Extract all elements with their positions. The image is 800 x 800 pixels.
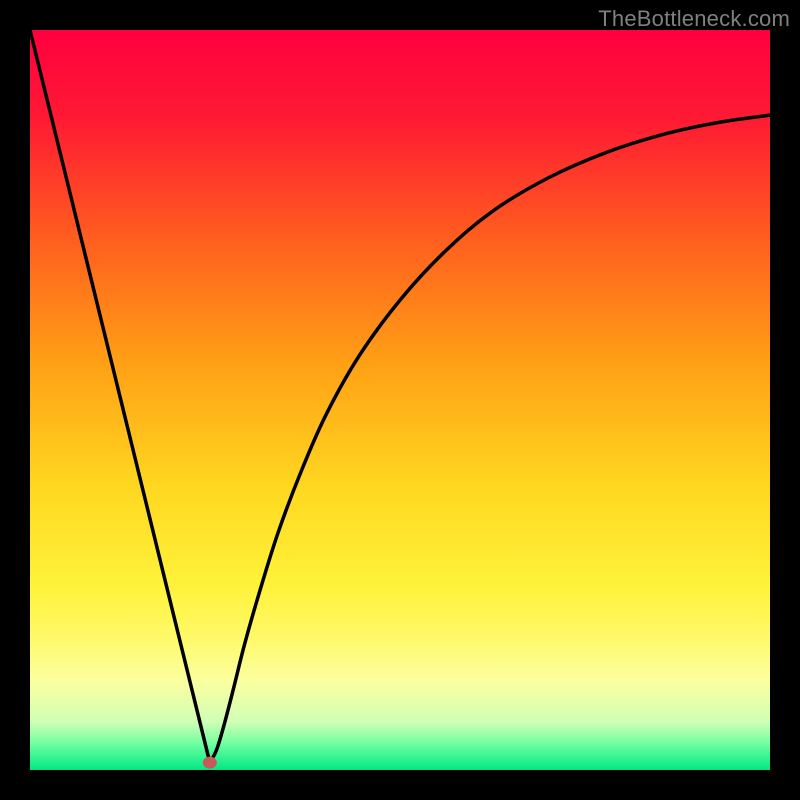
chart-container xyxy=(30,30,770,770)
bottleneck-curve-chart xyxy=(30,30,770,770)
watermark-text: TheBottleneck.com xyxy=(598,6,790,32)
optimal-point-marker xyxy=(203,757,217,769)
gradient-background xyxy=(30,30,770,770)
